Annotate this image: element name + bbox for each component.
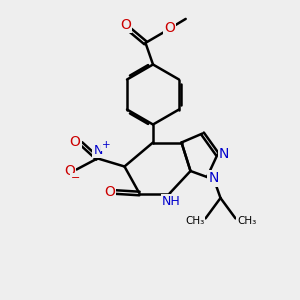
Text: O: O xyxy=(104,185,115,199)
Text: O: O xyxy=(164,22,175,35)
Text: NH: NH xyxy=(162,195,180,208)
Text: N: N xyxy=(93,144,103,157)
Text: N: N xyxy=(208,172,219,185)
Text: −: − xyxy=(71,173,81,184)
Text: N: N xyxy=(219,148,229,161)
Text: O: O xyxy=(64,164,75,178)
Text: O: O xyxy=(120,18,131,32)
Text: +: + xyxy=(102,140,111,150)
Text: CH₃: CH₃ xyxy=(185,216,205,226)
Text: CH₃: CH₃ xyxy=(237,216,256,226)
Text: O: O xyxy=(70,135,80,149)
